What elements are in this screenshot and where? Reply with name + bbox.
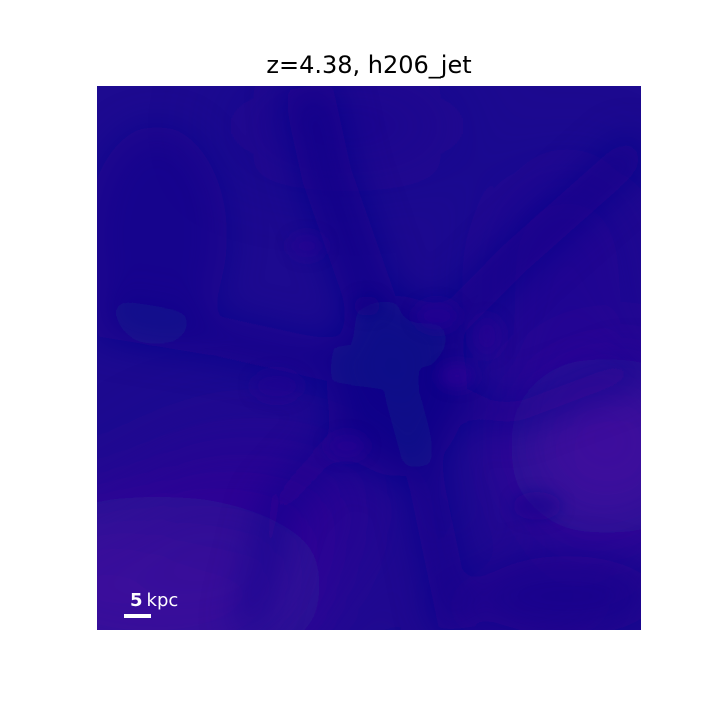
scale-bar-unit: kpc [146,590,179,611]
scale-bar [124,614,151,618]
density-map [97,86,641,630]
scale-bar-value: 5 [130,590,143,611]
density-map-image [97,86,641,630]
scale-bar-label: 5 kpc [130,590,178,612]
figure-title: z=4.38, h206_jet [266,51,472,79]
